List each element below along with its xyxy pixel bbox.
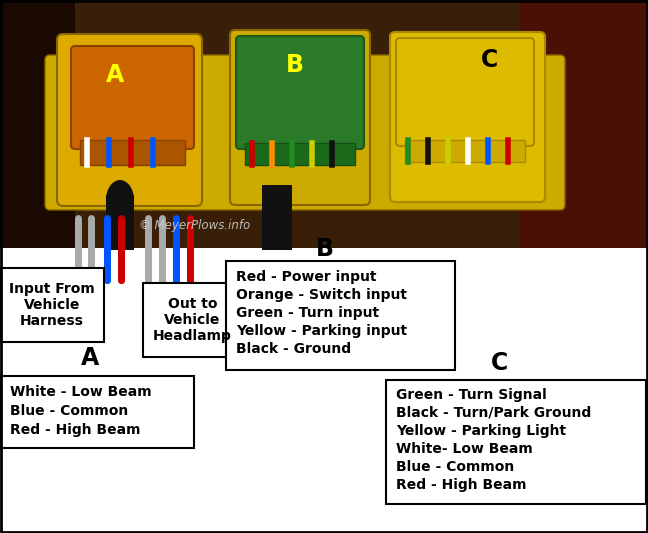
Text: Yellow - Parking Light: Yellow - Parking Light: [396, 424, 566, 438]
Text: A: A: [81, 346, 99, 370]
Text: Red - High Beam: Red - High Beam: [396, 478, 526, 492]
Ellipse shape: [106, 180, 134, 220]
FancyBboxPatch shape: [0, 0, 75, 248]
Text: Green - Turn Signal: Green - Turn Signal: [396, 388, 547, 402]
Text: Out to
Vehicle
Headlamp: Out to Vehicle Headlamp: [153, 297, 232, 343]
Text: Black - Turn/Park Ground: Black - Turn/Park Ground: [396, 406, 591, 420]
FancyBboxPatch shape: [396, 38, 534, 146]
FancyBboxPatch shape: [45, 55, 565, 210]
Text: Green - Turn input: Green - Turn input: [236, 306, 379, 320]
Text: Blue - Common: Blue - Common: [396, 460, 515, 474]
FancyBboxPatch shape: [520, 0, 648, 248]
Text: Black - Ground: Black - Ground: [236, 342, 351, 356]
Text: Blue - Common: Blue - Common: [10, 404, 128, 418]
Text: C: C: [481, 48, 498, 72]
Text: Input From
Vehicle
Harness: Input From Vehicle Harness: [9, 282, 95, 328]
FancyBboxPatch shape: [143, 283, 242, 357]
Text: White - Low Beam: White - Low Beam: [10, 385, 152, 399]
Text: Red - High Beam: Red - High Beam: [10, 423, 141, 437]
FancyBboxPatch shape: [80, 140, 185, 165]
FancyBboxPatch shape: [390, 32, 545, 202]
Text: A: A: [106, 63, 124, 87]
FancyBboxPatch shape: [57, 34, 202, 206]
FancyBboxPatch shape: [236, 36, 364, 149]
FancyBboxPatch shape: [0, 268, 104, 342]
Text: Red - Power input: Red - Power input: [236, 270, 376, 284]
FancyBboxPatch shape: [106, 195, 134, 250]
FancyBboxPatch shape: [386, 380, 646, 504]
FancyBboxPatch shape: [262, 185, 292, 250]
FancyBboxPatch shape: [405, 140, 525, 162]
FancyBboxPatch shape: [245, 143, 355, 165]
Text: C: C: [491, 351, 509, 375]
FancyBboxPatch shape: [71, 46, 194, 149]
FancyBboxPatch shape: [0, 0, 648, 248]
FancyBboxPatch shape: [226, 261, 455, 370]
FancyBboxPatch shape: [0, 248, 648, 533]
Text: Orange - Switch input: Orange - Switch input: [236, 288, 407, 302]
FancyBboxPatch shape: [230, 30, 370, 205]
Text: © MeyerPlows.info: © MeyerPlows.info: [139, 219, 251, 231]
Text: B: B: [286, 53, 304, 77]
Text: White- Low Beam: White- Low Beam: [396, 442, 533, 456]
Text: Yellow - Parking input: Yellow - Parking input: [236, 324, 407, 338]
FancyBboxPatch shape: [0, 376, 194, 448]
Text: B: B: [316, 237, 334, 261]
